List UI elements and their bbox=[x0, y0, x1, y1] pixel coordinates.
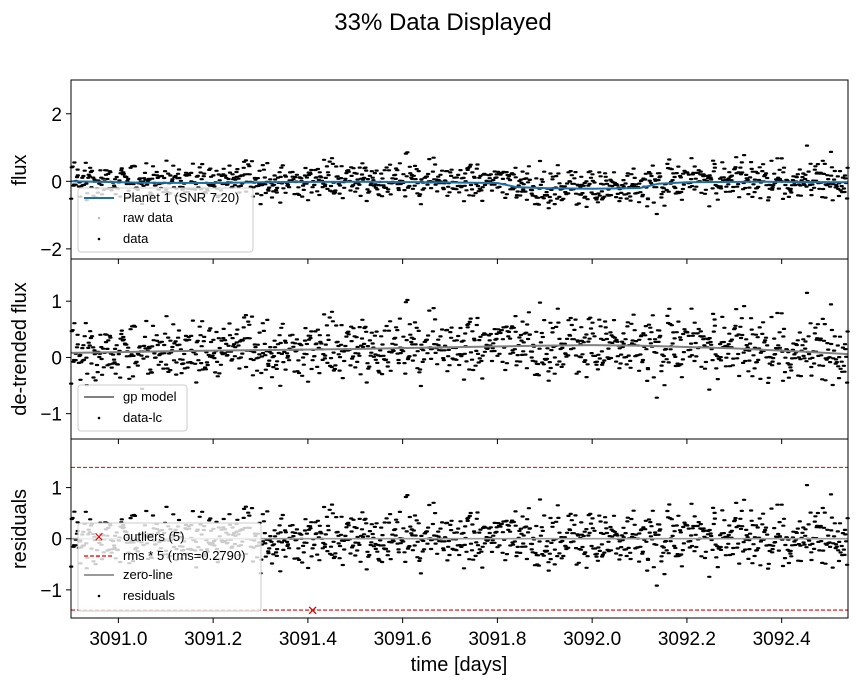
ytick-label: 2 bbox=[51, 105, 62, 126]
ytick-label: 1 bbox=[51, 292, 62, 313]
legend-outliers-swatch: × bbox=[94, 530, 105, 545]
xtick-label: 3091.8 bbox=[468, 629, 526, 650]
ytick-label: −1 bbox=[40, 405, 62, 426]
ytick-label: 0 bbox=[51, 348, 62, 369]
xtick-label: 3091.0 bbox=[89, 629, 147, 650]
ylabel-detrended: de-trended flux bbox=[9, 282, 31, 415]
scatter-points bbox=[69, 291, 850, 399]
xtick-label: 3091.6 bbox=[374, 629, 432, 650]
outlier-marker-0 bbox=[308, 606, 317, 615]
panel-residuals: −1 0 1 3091.0 3091.2 3091.4 3091.6 3091.8 3092.… bbox=[9, 438, 850, 676]
model-line bbox=[70, 344, 849, 356]
ytick-label: 0 bbox=[51, 172, 62, 193]
model-line bbox=[70, 180, 849, 190]
legend-residuals-swatch bbox=[97, 594, 101, 598]
legend-flux: Planet 1 (SNR 7.20) raw data data bbox=[77, 187, 254, 253]
legend-raw-swatch bbox=[97, 216, 101, 220]
legend-data-swatch bbox=[97, 237, 101, 241]
xtick-label: 3092.2 bbox=[658, 629, 716, 650]
legend-rms-label: rms * 5 (rms=0.2790) bbox=[123, 548, 245, 563]
legend-outliers-label: outliers (5) bbox=[123, 529, 184, 544]
legend-raw-label: raw data bbox=[123, 210, 174, 225]
xtick-label: 3092.0 bbox=[563, 629, 621, 650]
legend-residuals: × outliers (5) rms * 5 (rms=0.2790) zero… bbox=[77, 522, 262, 612]
ytick-label: 1 bbox=[51, 479, 62, 500]
figure-title: 33% Data Displayed bbox=[334, 9, 551, 36]
panel-residuals-frame bbox=[70, 438, 849, 619]
ylabel-flux: flux bbox=[9, 154, 31, 185]
legend-data-label: data bbox=[123, 231, 149, 246]
xtick-label: 3092.4 bbox=[753, 629, 812, 650]
xtick-label: 3091.2 bbox=[184, 629, 242, 650]
legend-datalc-swatch bbox=[97, 416, 101, 420]
ytick-label: −1 bbox=[40, 581, 62, 602]
ylabel-residuals: residuals bbox=[9, 489, 31, 569]
xtick-label: 3091.4 bbox=[279, 629, 338, 650]
legend-residuals-label: residuals bbox=[123, 588, 176, 603]
xlabel-time: time [days] bbox=[411, 654, 508, 676]
legend-zero-label: zero-line bbox=[123, 567, 173, 582]
legend-planet-label: Planet 1 (SNR 7.20) bbox=[123, 190, 239, 205]
legend-gp-label: gp model bbox=[123, 389, 177, 404]
legend-datalc-label: data-lc bbox=[123, 410, 163, 425]
panel-flux: −2 0 2 flux Planet 1 (SNR 7.20) raw data d… bbox=[9, 79, 850, 264]
ytick-label: −2 bbox=[40, 240, 62, 261]
ytick-label: 0 bbox=[51, 530, 62, 551]
panel-detrended: −1 0 1 de-trended flux gp model data-lc bbox=[9, 258, 850, 444]
legend-detrended: gp model data-lc bbox=[77, 384, 188, 432]
